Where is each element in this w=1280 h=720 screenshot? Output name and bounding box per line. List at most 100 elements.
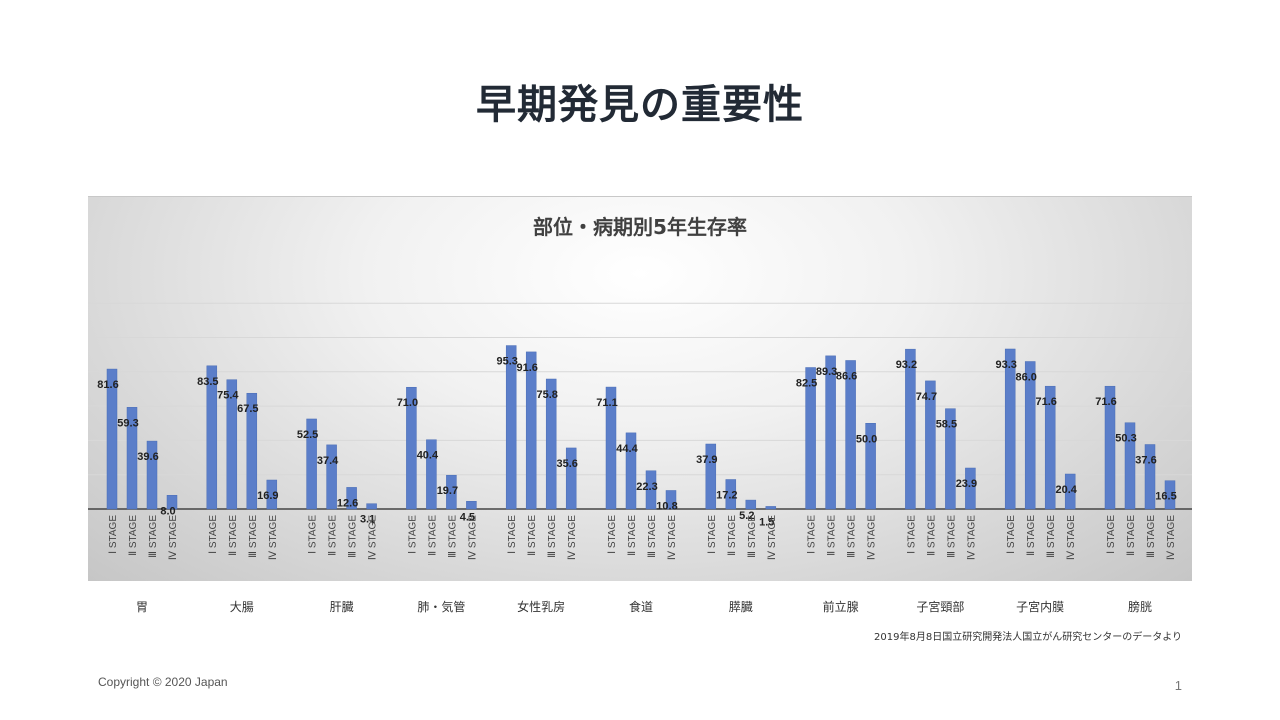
stage-tick-label: Ⅰ STAGE (208, 515, 219, 554)
data-label: 3.1 (360, 514, 375, 526)
data-label: 74.7 (916, 391, 937, 403)
bar (745, 499, 757, 510)
data-label: 22.3 (636, 481, 657, 493)
stage-tick-label: Ⅳ STAGE (368, 515, 379, 560)
stage-tick-label: Ⅳ STAGE (767, 515, 778, 560)
slide-title: 早期発見の重要性 (476, 82, 804, 128)
stage-tick-label: Ⅲ STAGE (847, 515, 858, 558)
bar (1144, 444, 1156, 510)
data-label: 81.6 (97, 379, 118, 391)
data-label: 93.2 (896, 359, 917, 371)
data-label: 67.5 (237, 403, 258, 415)
data-label: 71.6 (1035, 396, 1056, 408)
stage-tick-label: Ⅱ STAGE (727, 515, 738, 556)
data-label: 23.9 (956, 478, 977, 490)
data-label: 82.5 (796, 378, 817, 390)
bar (1104, 385, 1116, 510)
data-label: 71.0 (397, 397, 418, 409)
stage-tick-label: Ⅰ STAGE (807, 515, 818, 554)
bar (645, 470, 657, 510)
bar (825, 355, 836, 510)
category-label: 肝臓 (329, 600, 354, 614)
stage-tick-label: Ⅲ STAGE (1146, 515, 1157, 558)
page-number: 1 (1174, 678, 1182, 693)
data-label: 37.4 (317, 455, 339, 467)
stage-tick-label: Ⅳ STAGE (567, 515, 578, 560)
bar (326, 444, 337, 510)
data-label: 71.1 (596, 397, 617, 409)
data-label: 44.4 (616, 443, 638, 455)
data-label: 39.6 (137, 451, 158, 463)
bar (565, 447, 577, 510)
stage-tick-label: Ⅱ STAGE (228, 515, 239, 556)
data-label: 95.3 (496, 356, 517, 368)
source-note: 2019年8月8日国立研究開発法人国立がん研究センターのデータより (874, 632, 1182, 643)
stage-tick-label: Ⅰ STAGE (407, 515, 418, 554)
stage-tick-label: Ⅰ STAGE (108, 515, 119, 554)
stage-tick-label: Ⅳ STAGE (966, 515, 977, 560)
data-label: 8.0 (160, 505, 175, 517)
bar (346, 487, 357, 510)
bar (1024, 361, 1036, 510)
bar (865, 423, 876, 510)
data-label: 52.5 (297, 429, 318, 441)
bar (246, 392, 258, 510)
category-label: 膵臓 (728, 600, 753, 614)
stage-tick-label: Ⅲ STAGE (447, 515, 458, 558)
bar (466, 501, 477, 510)
bar (306, 418, 317, 510)
stage-tick-label: Ⅳ STAGE (867, 515, 878, 560)
bar (765, 506, 777, 510)
bar (146, 440, 158, 510)
bar (106, 368, 118, 510)
stage-tick-label: Ⅰ STAGE (906, 515, 917, 554)
data-label: 59.3 (117, 417, 138, 429)
stage-tick-label: Ⅱ STAGE (128, 515, 139, 556)
stage-tick-label: Ⅱ STAGE (527, 515, 538, 556)
bar (366, 503, 377, 510)
category-label: 女性乳房 (517, 600, 566, 614)
bar (446, 474, 457, 510)
category-label: 膀胱 (1127, 600, 1153, 614)
data-label: 19.7 (437, 485, 458, 497)
bar (426, 439, 437, 510)
category-label: 子宮内膜 (1016, 600, 1065, 614)
stage-tick-label: Ⅰ STAGE (308, 515, 319, 554)
bar (925, 380, 936, 510)
data-label: 50.0 (856, 433, 877, 445)
stage-tick-label: Ⅱ STAGE (926, 515, 937, 556)
stage-tick-label: Ⅰ STAGE (507, 515, 518, 554)
data-label: 1.5 (759, 516, 774, 528)
data-label: 86.6 (836, 370, 857, 382)
data-label: 5.2 (739, 510, 754, 522)
stage-tick-label: Ⅳ STAGE (1166, 515, 1177, 560)
stage-tick-label: Ⅰ STAGE (607, 515, 618, 554)
bar (166, 495, 178, 510)
stage-tick-label: Ⅲ STAGE (946, 515, 957, 558)
data-label: 86.0 (1015, 372, 1036, 384)
data-label: 83.5 (197, 376, 218, 388)
stage-tick-label: Ⅳ STAGE (1066, 515, 1077, 560)
bar (705, 443, 717, 510)
stage-tick-label: Ⅱ STAGE (627, 515, 638, 556)
stage-tick-label: Ⅲ STAGE (1046, 515, 1057, 558)
bar (905, 348, 916, 510)
data-label: 50.3 (1115, 433, 1136, 445)
bar (605, 386, 617, 510)
category-label: 食道 (628, 600, 654, 614)
category-label: 大腸 (229, 600, 254, 614)
bar (525, 351, 537, 510)
data-label: 89.3 (816, 366, 837, 378)
data-label: 4.5 (460, 511, 475, 523)
category-label: 子宮頸部 (916, 600, 965, 614)
copyright: Copyright © 2020 Japan (98, 675, 228, 689)
bar (1064, 473, 1076, 510)
bar (545, 378, 557, 510)
stage-tick-label: Ⅱ STAGE (1026, 515, 1037, 556)
bar (1004, 348, 1016, 510)
stage-tick-label: Ⅳ STAGE (168, 515, 179, 560)
data-label: 20.4 (1055, 484, 1077, 496)
stage-tick-label: Ⅲ STAGE (647, 515, 658, 558)
bar (266, 479, 278, 510)
